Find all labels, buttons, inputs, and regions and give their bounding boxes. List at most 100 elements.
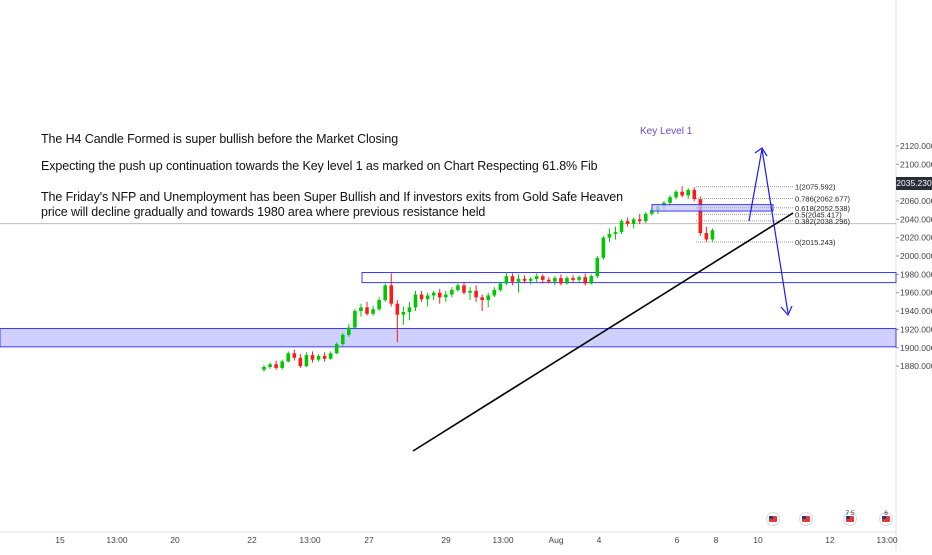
candle-body (286, 353, 291, 362)
candle-body (468, 290, 472, 293)
candle-body (522, 278, 527, 281)
candle-body (583, 277, 587, 284)
candle-body (680, 191, 684, 196)
candle-body (395, 303, 400, 315)
fib-level-label: 1(2075.592) (795, 183, 836, 192)
annotation-line-1: The H4 Candle Formed is super bullish be… (41, 132, 399, 146)
candle-body (625, 221, 630, 224)
candle-body (292, 353, 297, 358)
x-tick-label: 13:00 (299, 535, 321, 545)
candle-body (456, 285, 460, 290)
candle-body (565, 278, 569, 284)
event-count-label: 6 (884, 510, 888, 517)
candle-body (601, 237, 606, 258)
y-tick-label: 2040.000 (900, 214, 932, 224)
annotation-line-4: price will decline gradually and towards… (41, 205, 486, 219)
candle-body (450, 289, 454, 295)
y-tick-label: 1960.000 (900, 288, 932, 298)
candle-body (637, 219, 642, 222)
event-flag-canton (846, 516, 850, 519)
candle-body (425, 295, 430, 300)
candle-body (613, 232, 618, 234)
candle-body (431, 292, 436, 296)
candle-body (377, 300, 381, 310)
candle-body (643, 213, 648, 222)
candle-body (553, 278, 557, 282)
candle-body (559, 278, 563, 284)
candle-body (365, 307, 369, 314)
y-tick-label: 1900.000 (900, 343, 932, 353)
candle-body (510, 276, 515, 282)
candle-body (589, 276, 594, 284)
candle-body (328, 353, 333, 359)
candle-body (619, 221, 624, 233)
candle-body (353, 311, 357, 328)
candle-body (340, 334, 345, 345)
candle-body (607, 233, 612, 238)
projection-arrowhead-down (780, 305, 793, 317)
candle-body (547, 279, 551, 282)
y-tick-label: 2000.000 (900, 251, 932, 261)
candle-body (631, 219, 636, 224)
fib-level-label: 0.618(2052.538) (795, 204, 851, 213)
candle-body (571, 278, 575, 280)
candle-body (383, 285, 387, 301)
candle-body (298, 357, 303, 367)
candle-body (486, 295, 491, 301)
candle-body (419, 294, 424, 300)
support-zone-1900 (0, 327, 897, 348)
candle-body (462, 285, 466, 293)
x-tick-label: Aug (548, 535, 563, 545)
fib-level-label: 0.382(2038.296) (795, 217, 851, 226)
candle-body (371, 309, 375, 314)
candle-body (268, 364, 272, 368)
y-tick-label: 1980.000 (900, 269, 932, 279)
candle-body (480, 297, 484, 301)
y-tick-label: 1940.000 (900, 306, 932, 316)
candle-body (474, 290, 478, 298)
x-tick-label: 8 (714, 535, 719, 545)
candle-body (334, 344, 339, 354)
candle-body (674, 191, 678, 198)
candle-body (692, 189, 697, 200)
annotation-line-2: Expecting the push up continuation towar… (41, 159, 598, 173)
event-flag-canton (882, 516, 886, 519)
candle-body (310, 355, 315, 360)
candle-body (322, 356, 327, 359)
y-tick-label: 2120.000 (900, 141, 932, 151)
candle-body (413, 294, 418, 308)
key-level-label: Key Level 1 (640, 126, 693, 137)
event-count-label: 7 5 (845, 510, 854, 517)
candle-body (444, 294, 448, 298)
x-tick-label: 10 (753, 535, 763, 545)
candle-body (540, 276, 545, 280)
candle-body (577, 277, 581, 280)
y-tick-label: 2060.000 (900, 196, 932, 206)
candle-body (516, 278, 521, 282)
candle-body (595, 257, 600, 277)
candle-body (401, 311, 406, 315)
y-tick-label: 2100.000 (900, 159, 932, 169)
candle-body (304, 355, 309, 367)
candle-body (262, 367, 266, 370)
x-tick-label: 12 (825, 535, 835, 545)
candle-body (698, 199, 703, 234)
candle-body (504, 276, 509, 284)
fib-level-label: 0.786(2062.677) (795, 194, 851, 203)
candle-body (280, 361, 284, 368)
candle-body (437, 292, 442, 298)
candle-body (407, 307, 412, 312)
x-tick-label: 27 (364, 535, 374, 545)
candle-body (534, 276, 539, 279)
candle-body (710, 230, 715, 240)
candle-body (704, 233, 709, 240)
fib-level-label: 0.5(2045.417) (795, 210, 842, 219)
annotation-line-3: The Friday's NFP and Unemployment has be… (41, 190, 623, 204)
event-flag-canton (802, 516, 806, 519)
candle-body (274, 364, 278, 368)
candle-body (668, 197, 672, 203)
x-tick-label: 22 (247, 535, 257, 545)
candle-body (650, 210, 654, 214)
